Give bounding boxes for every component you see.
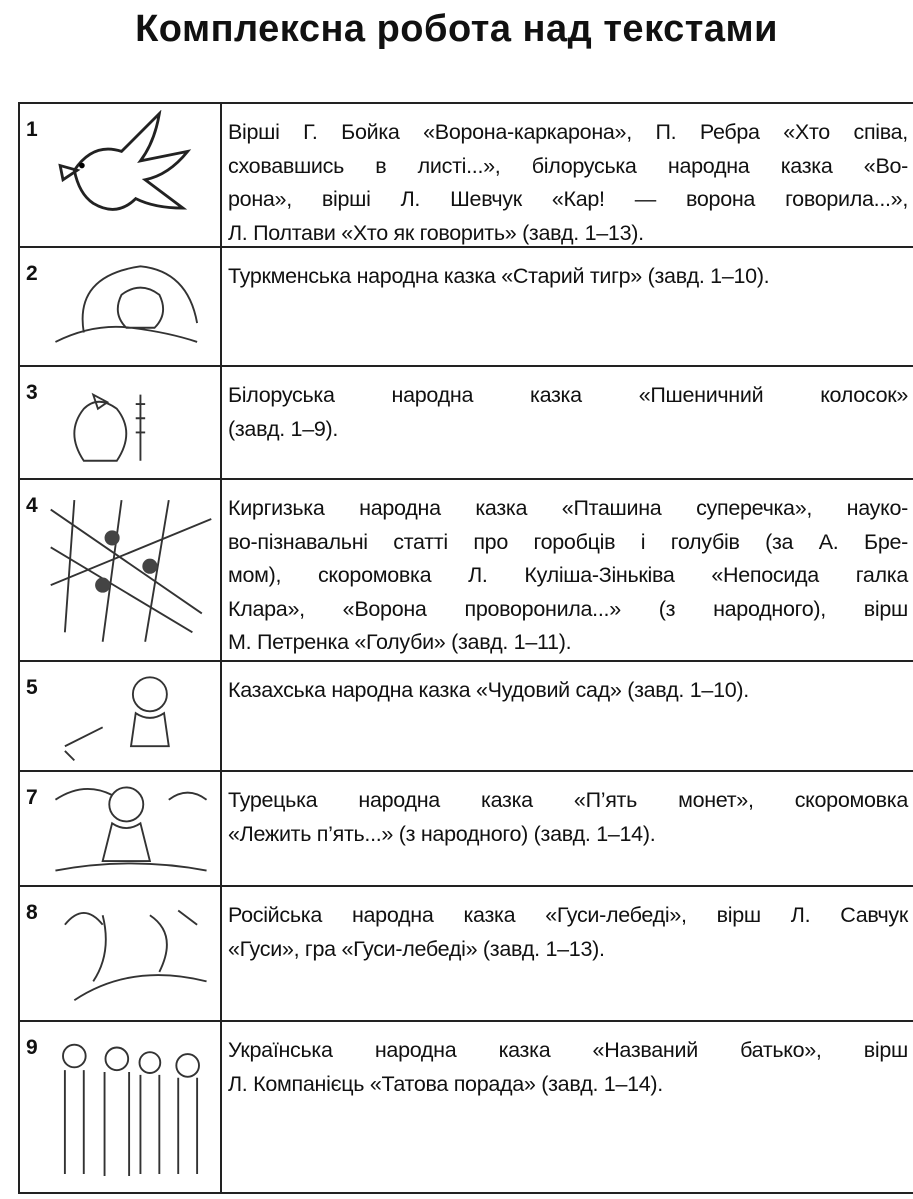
table-row: 5 Казахська народна казка «Чудовий сад» (… bbox=[20, 662, 913, 772]
row-number: 2 bbox=[26, 262, 38, 285]
row-number: 9 bbox=[26, 1036, 38, 1059]
column-divider bbox=[220, 367, 222, 478]
text-line: сховавшись в листі...», білоруська народ… bbox=[228, 153, 908, 178]
row-description: Українська народна казка «Названий батьк… bbox=[228, 1034, 908, 1101]
family-illustration bbox=[62, 1043, 200, 1176]
text-line: Турецька народна казка «П’ять монет», ск… bbox=[228, 788, 908, 812]
text-line: (завд. 1–9). bbox=[228, 416, 339, 441]
row-description: Російська народна казка «Гуси-лебеді», в… bbox=[228, 899, 908, 966]
row-description: Туркменська народна казка «Старий тигр» … bbox=[228, 260, 908, 294]
row-number: 5 bbox=[26, 676, 38, 699]
page-title: Комплексна робота над текстами bbox=[135, 8, 778, 50]
row-number: 7 bbox=[26, 786, 38, 809]
table-row: 9 Українська народна казка «Названий бать… bbox=[20, 1022, 913, 1194]
text-line: рона», вірші Л. Шевчук «Кар! — ворона го… bbox=[228, 187, 908, 211]
row-description: Білоруська народна казка «Пшеничний коло… bbox=[228, 379, 908, 446]
row-description: Казахська народна казка «Чудовий сад» (з… bbox=[228, 674, 908, 708]
geese-illustration bbox=[64, 909, 207, 1002]
column-divider bbox=[220, 772, 222, 885]
crow-illustration bbox=[58, 110, 192, 211]
text-line: Киргизька народна казка «Пташина супереч… bbox=[228, 496, 908, 520]
row-number: 8 bbox=[26, 901, 38, 924]
hen-with-wheat-illustration bbox=[73, 392, 146, 462]
text-line: Л. Полтави «Хто як говорить» (завд. 1–13… bbox=[228, 220, 644, 245]
column-divider bbox=[220, 104, 222, 246]
column-divider bbox=[220, 1022, 222, 1192]
text-line: Російська народна казка «Гуси-лебеді», в… bbox=[228, 903, 908, 927]
column-divider bbox=[220, 248, 222, 365]
table-row: 4 Киргизька народна казка «Пташина супере… bbox=[20, 480, 913, 662]
boy-picking-coins-illustration bbox=[54, 786, 208, 872]
text-line: Білоруська народна казка «Пшеничний коло… bbox=[228, 383, 908, 407]
row-number: 4 bbox=[26, 494, 38, 517]
texts-table: 1 Вірші Г. Бойка «Ворона-каркарона», П. Р… bbox=[18, 102, 913, 1194]
row-description: Вірші Г. Бойка «Ворона-каркарона», П. Ре… bbox=[228, 116, 908, 250]
table-row: 3 Білоруська народна казка «Пшеничний кол… bbox=[20, 367, 913, 480]
column-divider bbox=[220, 480, 222, 660]
row-description: Турецька народна казка «П’ять монет», ск… bbox=[228, 784, 908, 851]
text-line: Українська народна казка «Названий батьк… bbox=[228, 1038, 908, 1062]
column-divider bbox=[220, 887, 222, 1020]
text-line: мом), скоромовка Л. Куліша-Зіньківа «Неп… bbox=[228, 563, 908, 587]
text-line: «Гуси», гра «Гуси-лебеді» (завд. 1–13). bbox=[228, 936, 605, 961]
table-row: 2 Туркменська народна казка «Старий тигр»… bbox=[20, 248, 913, 367]
text-line: Л. Компанієць «Татова порада» (завд. 1–1… bbox=[228, 1071, 663, 1096]
table-row: 8 Російська народна казка «Гуси-лебеді», … bbox=[20, 887, 913, 1022]
row-number: 1 bbox=[26, 118, 38, 141]
table-row: 1 Вірші Г. Бойка «Ворона-каркарона», П. Р… bbox=[20, 104, 913, 248]
text-line: Казахська народна казка «Чудовий сад» (з… bbox=[228, 678, 749, 702]
birds-in-net-illustration bbox=[50, 499, 212, 642]
text-line: Вірші Г. Бойка «Ворона-каркарона», П. Ре… bbox=[228, 120, 908, 144]
text-line: Туркменська народна казка «Старий тигр» … bbox=[228, 264, 770, 288]
tiger-illustration bbox=[55, 265, 199, 343]
text-line: во-пізнавальні статті про горобців і гол… bbox=[228, 529, 908, 554]
text-line: М. Петренка «Голуби» (завд. 1–11). bbox=[228, 630, 572, 654]
row-number: 3 bbox=[26, 381, 38, 404]
text-line: «Лежить п’ять...» (з народного) (завд. 1… bbox=[228, 821, 656, 846]
table-row: 7 Турецька народна казка «П’ять монет», с… bbox=[20, 772, 913, 887]
column-divider bbox=[220, 662, 222, 770]
text-line: Клара», «Ворона проворонила...» (з народ… bbox=[228, 596, 908, 621]
girl-watering-illustration bbox=[64, 676, 170, 762]
row-description: Киргизька народна казка «Пташина супереч… bbox=[228, 492, 908, 660]
